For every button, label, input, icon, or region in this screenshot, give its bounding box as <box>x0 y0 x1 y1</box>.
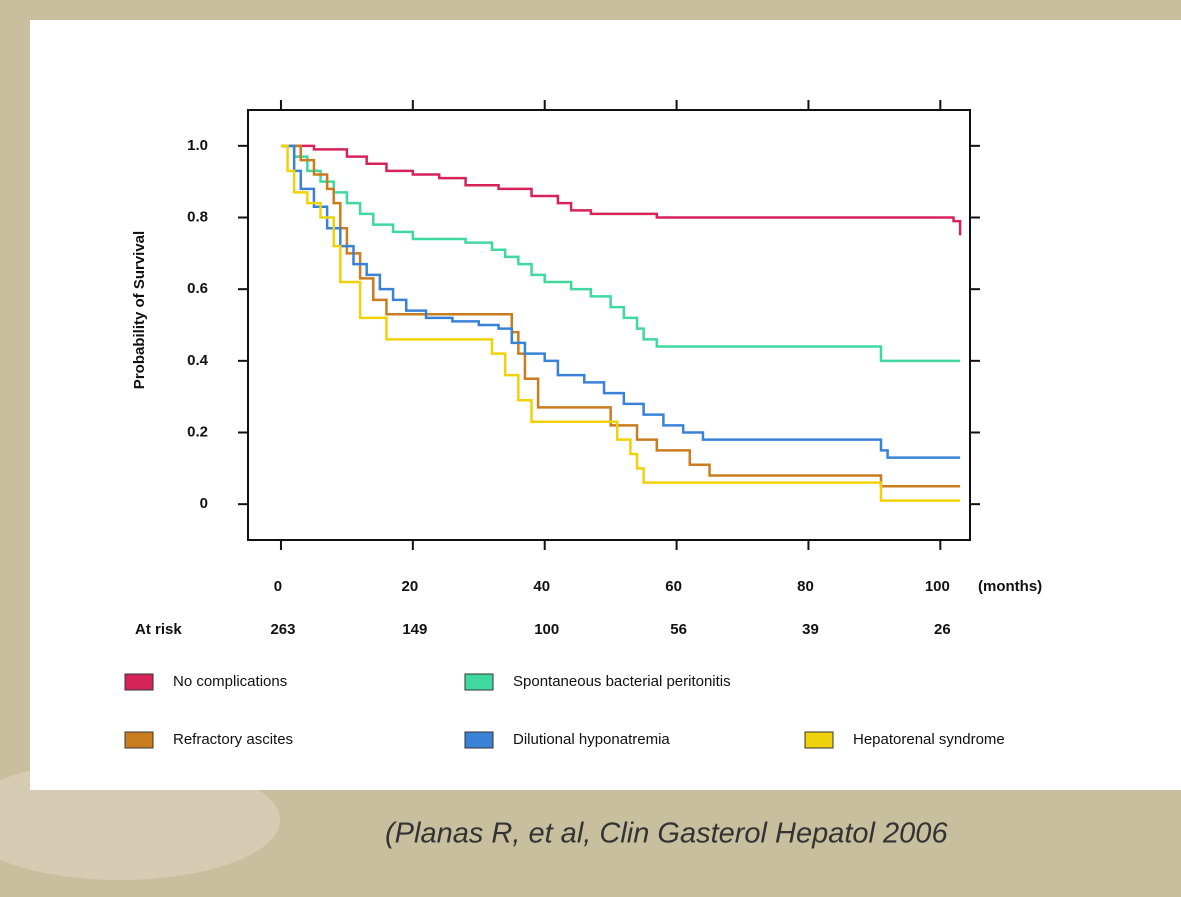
survival-curve <box>280 144 961 459</box>
citation: (Planas R, et al, Clin Gasterol Hepatol … <box>385 818 948 850</box>
x-tick-label: 40 <box>533 578 550 595</box>
chart-panel <box>30 20 1181 790</box>
y-tick-label: 0.6 <box>187 280 208 297</box>
survival-curve <box>280 144 962 236</box>
x-axis-label: (months) <box>978 578 1042 595</box>
legend-label: Hepatorenal syndrome <box>853 731 1005 748</box>
survival-curve <box>280 144 961 488</box>
at-risk-value: 39 <box>802 621 819 638</box>
x-tick-label: 20 <box>401 578 418 595</box>
legend-swatch <box>464 673 494 691</box>
at-risk-label: At risk <box>135 621 182 638</box>
y-tick-label: 0 <box>200 495 208 512</box>
legend-label: Dilutional hyponatremia <box>513 731 670 748</box>
y-tick-label: 0.8 <box>187 208 208 225</box>
x-tick-label: 0 <box>274 578 282 595</box>
at-risk-value: 100 <box>534 621 559 638</box>
legend-swatch <box>124 673 154 691</box>
x-tick-label: 80 <box>797 578 814 595</box>
y-tick-label: 0.4 <box>187 352 209 369</box>
at-risk-value: 149 <box>402 621 427 638</box>
legend-swatch <box>124 731 154 749</box>
legend-label: Spontaneous bacterial peritonitis <box>513 673 731 690</box>
y-tick-label: 1.0 <box>187 137 208 154</box>
x-tick-label: 100 <box>925 578 950 595</box>
leaf-decoration <box>0 760 280 880</box>
y-tick-label: 0.2 <box>187 423 208 440</box>
legend-swatch <box>804 731 834 749</box>
legend-label: No complications <box>173 673 287 690</box>
x-tick-label: 60 <box>665 578 682 595</box>
survival-curve <box>280 144 961 502</box>
at-risk-value: 56 <box>670 621 687 638</box>
plot-frame <box>247 109 971 541</box>
y-axis-label: Probability of Survival <box>131 231 148 389</box>
legend-label: Refractory ascites <box>173 731 293 748</box>
legend-swatch <box>464 731 494 749</box>
at-risk-value: 263 <box>270 621 295 638</box>
at-risk-value: 26 <box>934 621 951 638</box>
